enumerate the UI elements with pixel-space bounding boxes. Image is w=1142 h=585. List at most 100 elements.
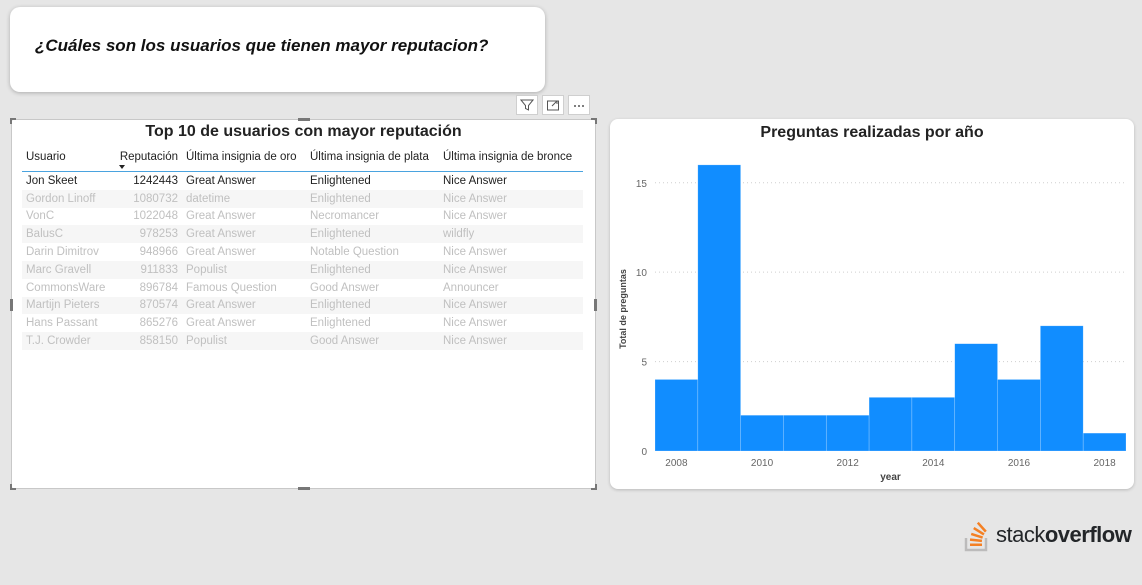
table-row[interactable]: CommonsWare 896784 Famous Question Good …: [22, 279, 583, 297]
cell-gold-badge: Great Answer: [186, 174, 256, 187]
resize-handle-top[interactable]: [298, 118, 310, 121]
column-header-usuario[interactable]: Usuario: [26, 151, 66, 163]
column-header-bronze-badge[interactable]: Última insignia de bronce: [443, 151, 573, 163]
resize-corner[interactable]: [591, 118, 597, 124]
y-tick-label: 10: [636, 268, 648, 279]
table-row[interactable]: Marc Gravell 911833 Populist Enlightened…: [22, 260, 583, 279]
x-tick-label: 2018: [1093, 458, 1116, 469]
resize-handle-left[interactable]: [10, 299, 13, 311]
cell-usuario: Darin Dimitrov: [26, 246, 99, 259]
cell-gold-badge: Famous Question: [186, 281, 277, 294]
cell-reputacion: 911833: [140, 263, 178, 276]
cell-usuario: Jon Skeet: [26, 174, 78, 187]
cell-reputacion: 870574: [139, 299, 178, 312]
cell-reputacion: 1080732: [133, 192, 178, 205]
cell-bronze-badge: Nice Answer: [443, 210, 507, 223]
histogram-bar: [654, 379, 699, 452]
cell-usuario: T.J. Crowder: [26, 335, 91, 348]
cell-silver-badge: Good Answer: [310, 281, 380, 294]
histogram-bar: [783, 414, 827, 452]
x-axis-label: year: [880, 472, 901, 483]
table-row[interactable]: Darin Dimitrov 948966 Great Answer Notab…: [22, 243, 583, 261]
cell-silver-badge: Good Answer: [310, 335, 380, 348]
cell-silver-badge: Necromancer: [310, 210, 380, 223]
cell-gold-badge: Great Answer: [186, 299, 256, 312]
histogram-bar: [740, 414, 784, 452]
column-header-label: Reputación: [119, 151, 178, 163]
cell-usuario: BalusC: [26, 228, 64, 241]
chart-title: Preguntas realizadas por año: [760, 124, 984, 141]
column-header-reputacion[interactable]: Reputación: [114, 146, 184, 171]
cell-gold-badge: Populist: [186, 263, 227, 276]
cell-bronze-badge: Nice Answer: [443, 246, 507, 259]
more-options-icon[interactable]: [568, 95, 590, 115]
filter-icon[interactable]: [516, 95, 538, 115]
cell-bronze-badge: Nice Answer: [443, 263, 507, 276]
cell-reputacion: 1242443: [133, 174, 178, 187]
x-tick-label: 2012: [837, 458, 860, 469]
chart-plot: 0 5 10 15 2008 2010 2012 2014 2016 2018 year Total …: [618, 164, 1127, 483]
cell-reputacion: 948966: [139, 246, 178, 259]
histogram-bar: [997, 379, 1041, 452]
cell-usuario: Hans Passant: [26, 317, 98, 330]
cell-reputacion: 978253: [139, 228, 178, 241]
cell-gold-badge: Great Answer: [186, 246, 256, 259]
resize-corner[interactable]: [591, 484, 597, 490]
table-row[interactable]: Jon Skeet 1242443 Great Answer Enlighten…: [22, 172, 583, 190]
table-row[interactable]: VonC 1022048 Great Answer Necromancer Ni…: [22, 208, 583, 226]
resize-corner[interactable]: [10, 118, 16, 124]
table-title: Top 10 de usuarios con mayor reputación: [145, 123, 462, 140]
histogram-bar: [868, 397, 913, 452]
logo-text-bold: overflow: [1044, 522, 1132, 547]
histogram-bar: [1082, 432, 1127, 452]
cell-silver-badge: Notable Question: [310, 246, 399, 259]
stackoverflow-logo: stackoverflow: [964, 518, 1132, 552]
cell-bronze-badge: Nice Answer: [443, 335, 507, 348]
column-header-silver-badge[interactable]: Última insignia de plata: [310, 151, 429, 163]
logo-text-light: stack: [996, 522, 1045, 547]
stackoverflow-wordmark: stackoverflow: [996, 522, 1132, 548]
cell-usuario: Marc Gravell: [26, 263, 92, 276]
cell-gold-badge: Populist: [186, 335, 227, 348]
cell-reputacion: 1022048: [133, 210, 178, 223]
resize-handle-right[interactable]: [594, 299, 597, 311]
histogram-bar: [697, 164, 741, 452]
users-table: Usuario Reputación Última insignia de or…: [22, 146, 583, 350]
x-tick-label: 2014: [922, 458, 945, 469]
histogram-bar: [825, 414, 870, 452]
histogram-bar: [954, 343, 998, 452]
cell-bronze-badge: Nice Answer: [443, 192, 507, 205]
cell-reputacion: 858150: [139, 335, 178, 348]
table-row[interactable]: Hans Passant 865276 Great Answer Enlight…: [22, 314, 583, 332]
table-row[interactable]: Martijn Pieters 870574 Great Answer Enli…: [22, 296, 583, 315]
question-text: ¿Cuáles son los usuarios que tienen mayo…: [35, 36, 489, 55]
cell-usuario: CommonsWare: [26, 281, 106, 294]
visual-header: [516, 95, 590, 115]
cell-gold-badge: Great Answer: [186, 228, 256, 241]
table-header-row: Usuario Reputación Última insignia de or…: [22, 146, 583, 172]
cell-usuario: VonC: [26, 210, 55, 223]
cell-usuario: Gordon Linoff: [26, 192, 96, 205]
cell-gold-badge: Great Answer: [186, 210, 256, 223]
cell-bronze-badge: Nice Answer: [443, 174, 507, 187]
histogram-bar: [911, 397, 956, 452]
x-tick-label: 2008: [665, 458, 688, 469]
table-row[interactable]: BalusC 978253 Great Answer Enlightened w…: [22, 225, 583, 244]
cell-silver-badge: Enlightened: [310, 263, 371, 276]
focus-mode-icon[interactable]: [542, 95, 564, 115]
table-row[interactable]: T.J. Crowder 858150 Populist Good Answer…: [22, 332, 583, 350]
histogram-bar: [1040, 325, 1084, 452]
table-row[interactable]: Gordon Linoff 1080732 datetime Enlighten…: [22, 189, 583, 208]
table-body: Jon Skeet 1242443 Great Answer Enlighten…: [22, 172, 583, 350]
cell-silver-badge: Enlightened: [310, 174, 371, 187]
top-users-table-visual[interactable]: Top 10 de usuarios con mayor reputación …: [10, 118, 597, 490]
questions-per-year-chart[interactable]: Preguntas realizadas por año 0 5 10 15 2008 2…: [610, 119, 1134, 489]
question-card: ¿Cuáles son los usuarios que tienen mayo…: [10, 7, 545, 92]
resize-corner[interactable]: [10, 484, 16, 490]
cell-gold-badge: datetime: [186, 192, 231, 205]
cell-silver-badge: Enlightened: [310, 228, 371, 241]
column-header-gold-badge[interactable]: Última insignia de oro: [186, 151, 297, 163]
resize-handle-bottom[interactable]: [298, 487, 310, 490]
cell-bronze-badge: wildfly: [443, 228, 475, 241]
cell-bronze-badge: Nice Answer: [443, 299, 507, 312]
